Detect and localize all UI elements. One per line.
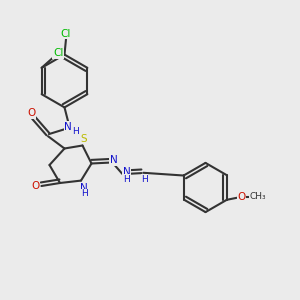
- Text: H: H: [81, 189, 87, 198]
- Text: H: H: [72, 127, 79, 136]
- Text: O: O: [27, 108, 36, 118]
- Text: Cl: Cl: [61, 28, 71, 39]
- Text: Cl: Cl: [53, 48, 63, 59]
- Text: N: N: [80, 183, 88, 193]
- Text: N: N: [64, 122, 72, 132]
- Text: N: N: [110, 155, 118, 165]
- Text: CH₃: CH₃: [249, 192, 266, 201]
- Text: S: S: [80, 134, 87, 144]
- Text: O: O: [238, 192, 246, 202]
- Text: H: H: [141, 175, 148, 184]
- Text: H: H: [123, 175, 130, 184]
- Text: N: N: [123, 167, 130, 177]
- Text: O: O: [31, 181, 40, 191]
